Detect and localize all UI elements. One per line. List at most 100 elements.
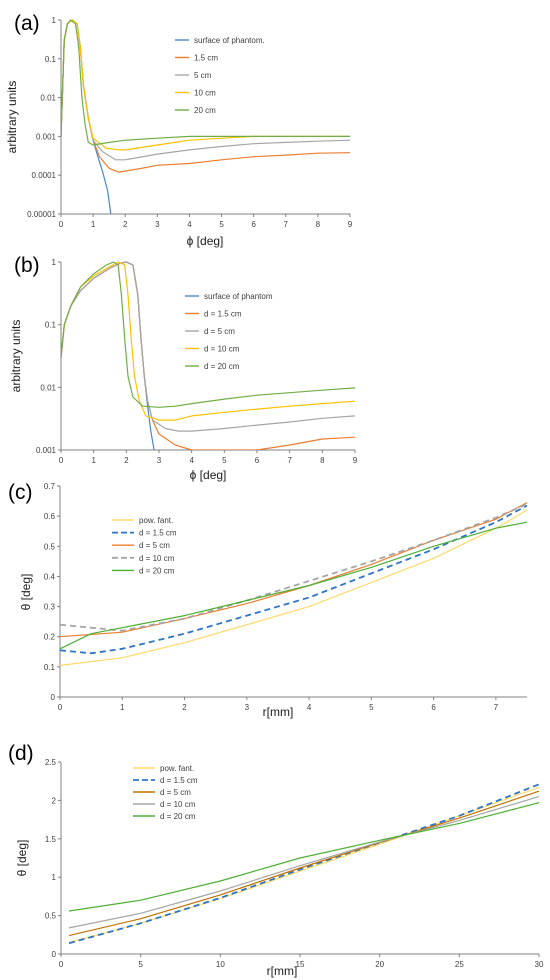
x-tick-label: 8 bbox=[316, 220, 321, 229]
x-axis-label: r[mm] bbox=[267, 964, 298, 978]
legend-entry-3: 5 cm bbox=[194, 71, 212, 80]
x-tick-label: 0 bbox=[59, 960, 64, 969]
x-tick-label: 9 bbox=[353, 456, 358, 465]
series-line-5 bbox=[61, 19, 350, 146]
panel-label: (a) bbox=[14, 12, 40, 35]
legend-entry-4: 10 cm bbox=[194, 89, 216, 98]
x-tick-label: 7 bbox=[287, 456, 292, 465]
x-tick-label: 0 bbox=[59, 220, 64, 229]
series-line-5 bbox=[61, 261, 356, 408]
x-tick-label: 2 bbox=[124, 456, 129, 465]
y-axis-label: θ [deg] bbox=[15, 840, 29, 877]
y-tick-label: 1 bbox=[52, 16, 57, 25]
legend-entry-1: pow. fant. bbox=[139, 516, 173, 525]
y-tick-label: 2 bbox=[52, 796, 57, 805]
x-tick-label: 4 bbox=[189, 456, 194, 465]
y-tick-label: 0.5 bbox=[44, 542, 56, 551]
y-tick-label: 0.1 bbox=[45, 321, 57, 330]
legend-entry-1: pow. fant. bbox=[160, 764, 194, 773]
series-line-3 bbox=[60, 502, 528, 638]
y-tick-label: 0.00001 bbox=[27, 210, 56, 219]
x-tick-label: 1 bbox=[91, 220, 96, 229]
series-line-4 bbox=[61, 261, 356, 421]
y-tick-label: 0.5 bbox=[45, 912, 57, 921]
y-tick-label: 0.01 bbox=[40, 94, 56, 103]
y-tick-label: 0.6 bbox=[44, 512, 56, 521]
legend-entry-3: d = 5 cm bbox=[160, 788, 191, 797]
panel-label: (d) bbox=[8, 742, 34, 765]
x-tick-label: 9 bbox=[348, 220, 353, 229]
series-line-2 bbox=[68, 783, 540, 945]
y-tick-label: 0.2 bbox=[44, 633, 56, 642]
series-line-5 bbox=[68, 802, 540, 912]
y-tick-label: 0.1 bbox=[45, 55, 57, 64]
x-tick-label: 4 bbox=[187, 220, 192, 229]
series-line-5 bbox=[60, 521, 528, 650]
legend-entry-5: 20 cm bbox=[194, 106, 216, 115]
chart-panel-1: (a) 0 1 2 3 4 5 6 7 8 9 0.00001 0.0001 0.001 0.01 0.1 1 ϕ… bbox=[5, 12, 353, 248]
series-line-1 bbox=[60, 509, 528, 666]
legend-entry-2: 1.5 cm bbox=[194, 54, 218, 63]
legend-entry-2: d = 1.5 cm bbox=[160, 776, 198, 785]
y-axis-label: arbitrary units bbox=[9, 320, 23, 393]
x-tick-label: 25 bbox=[455, 960, 464, 969]
legend-entry-5: d = 20 cm bbox=[139, 566, 175, 575]
legend-entry-5: d = 20 cm bbox=[204, 362, 240, 371]
y-tick-label: 0.001 bbox=[36, 132, 57, 141]
chart-panel-4: (d) 0 5 10 15 20 25 30 0 0.5 1 1.5 2 2.5 r[mm] θ [deg] p… bbox=[8, 742, 544, 978]
y-tick-label: 0 bbox=[51, 693, 56, 702]
legend-entry-1: surface of phantom bbox=[204, 292, 273, 301]
y-axis-label: θ [deg] bbox=[19, 574, 33, 611]
legend-entry-2: d = 1.5 cm bbox=[139, 529, 177, 538]
x-tick-label: 15 bbox=[296, 960, 305, 969]
x-tick-label: 0 bbox=[59, 456, 64, 465]
x-tick-label: 30 bbox=[535, 960, 544, 969]
panel-label: (b) bbox=[14, 254, 40, 277]
x-tick-label: 7 bbox=[284, 220, 289, 229]
y-tick-label: 2.5 bbox=[45, 758, 57, 767]
y-tick-label: 0.7 bbox=[44, 482, 56, 491]
x-axis-label: r[mm] bbox=[263, 705, 294, 719]
legend-entry-2: d = 1.5 cm bbox=[204, 310, 242, 319]
x-tick-label: 6 bbox=[431, 703, 436, 712]
y-tick-label: 1 bbox=[52, 873, 57, 882]
series-line-4 bbox=[68, 796, 540, 929]
x-tick-label: 5 bbox=[369, 703, 374, 712]
x-tick-label: 20 bbox=[375, 960, 384, 969]
y-tick-label: 0 bbox=[52, 950, 57, 959]
chart-panel-3: (c) 0 1 2 3 4 5 6 7 0 0.1 0.2 0.3 0.4 0.5 0.6 0.7 r[mm] θ … bbox=[8, 481, 528, 719]
legend-entry-4: d = 10 cm bbox=[204, 345, 240, 354]
legend-entry-4: d = 10 cm bbox=[160, 800, 196, 809]
x-tick-label: 5 bbox=[222, 456, 227, 465]
x-tick-label: 1 bbox=[120, 703, 125, 712]
x-tick-label: 3 bbox=[157, 456, 162, 465]
chart-panel-2: (b) 0 1 2 3 4 5 6 7 8 9 0.001 0.01 0.1 1 ϕ [deg] arbitra… bbox=[9, 254, 358, 482]
legend-entry-5: d = 20 cm bbox=[160, 812, 196, 821]
y-tick-label: 1 bbox=[52, 258, 57, 267]
x-tick-label: 6 bbox=[255, 456, 260, 465]
y-tick-label: 1.5 bbox=[45, 835, 57, 844]
series-line-1 bbox=[61, 19, 112, 214]
x-tick-label: 6 bbox=[251, 220, 256, 229]
legend-entry-3: d = 5 cm bbox=[139, 541, 170, 550]
x-tick-label: 5 bbox=[219, 220, 224, 229]
y-axis-label: arbitrary units bbox=[5, 81, 19, 154]
x-tick-label: 3 bbox=[155, 220, 160, 229]
x-tick-label: 0 bbox=[58, 703, 63, 712]
series-line-2 bbox=[61, 261, 356, 450]
series-line-3 bbox=[61, 261, 356, 432]
x-tick-label: 5 bbox=[138, 960, 143, 969]
x-tick-label: 2 bbox=[182, 703, 187, 712]
x-tick-label: 3 bbox=[245, 703, 250, 712]
series-line-2 bbox=[60, 504, 528, 655]
x-tick-label: 10 bbox=[216, 960, 225, 969]
y-tick-label: 0.001 bbox=[36, 446, 57, 455]
y-tick-label: 0.1 bbox=[44, 663, 56, 672]
x-tick-label: 4 bbox=[307, 703, 312, 712]
y-tick-label: 0.0001 bbox=[32, 171, 57, 180]
series-line-4 bbox=[60, 503, 528, 632]
x-axis-label: ϕ [deg] bbox=[190, 468, 227, 482]
y-tick-label: 0.01 bbox=[40, 383, 56, 392]
series-line-1 bbox=[61, 261, 155, 450]
